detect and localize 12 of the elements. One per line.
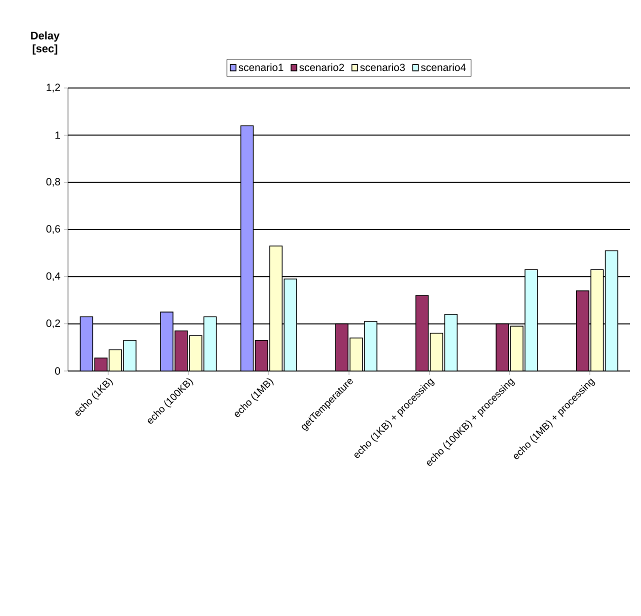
y-tick-label: 0,4: [46, 272, 60, 281]
y-tick-label: 0,8: [46, 178, 60, 187]
legend-label: scenario2: [299, 63, 344, 72]
y-tick-label: 0,6: [46, 225, 60, 234]
y-axis-title: Delay [sec]: [31, 31, 60, 55]
y-tick-label: 0,2: [46, 320, 60, 328]
legend-label: scenario4: [421, 63, 466, 72]
legend-label: scenario3: [360, 63, 405, 72]
y-tick-label: 1,2: [46, 84, 60, 92]
y-tick-label: 0: [55, 367, 60, 375]
y-tick-label: 1: [55, 132, 60, 139]
legend-label: scenario1: [238, 63, 284, 72]
